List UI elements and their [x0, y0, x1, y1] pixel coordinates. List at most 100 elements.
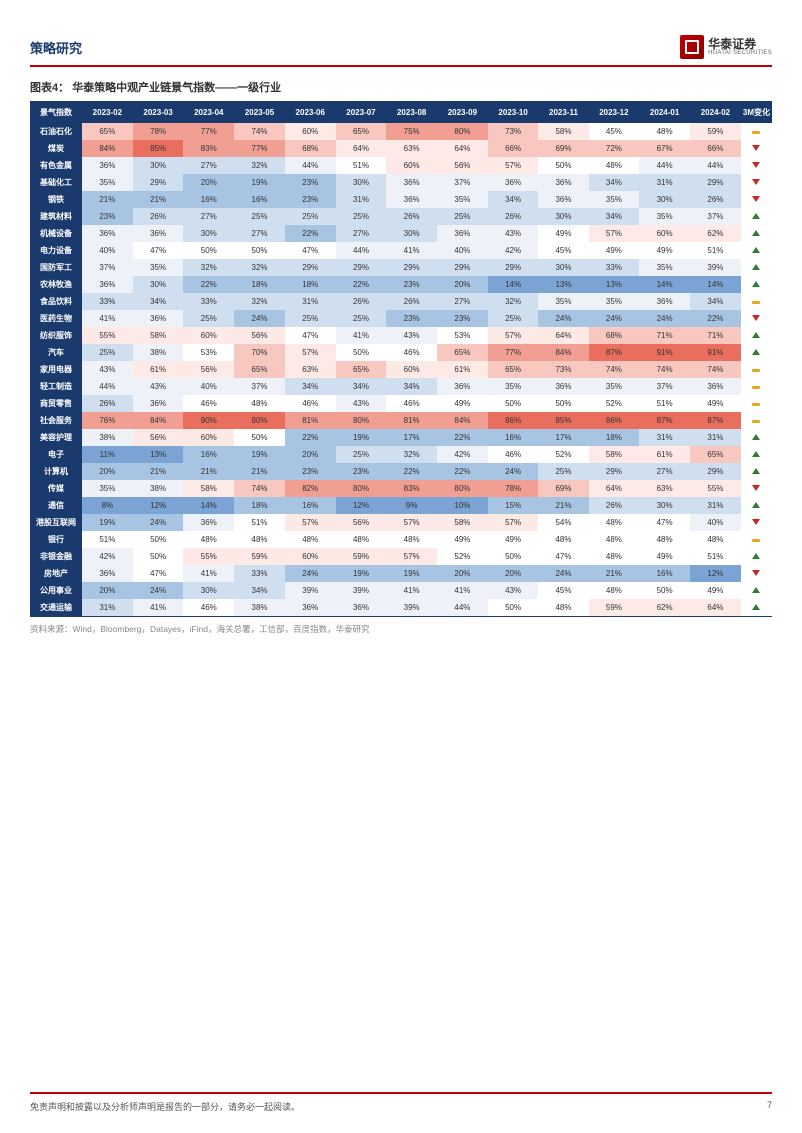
data-cell: 61%: [437, 361, 488, 378]
data-cell: 31%: [690, 497, 741, 514]
data-cell: 55%: [183, 548, 234, 565]
data-cell: 49%: [437, 531, 488, 548]
data-cell: 46%: [183, 599, 234, 616]
data-cell: 38%: [133, 344, 184, 361]
data-cell: 59%: [589, 599, 640, 616]
data-cell: 48%: [589, 548, 640, 565]
data-cell: 47%: [285, 327, 336, 344]
data-cell: 41%: [336, 327, 387, 344]
row-label: 机械设备: [30, 225, 82, 242]
data-cell: 35%: [133, 259, 184, 276]
table-row: 汽车25%38%53%70%57%50%46%65%77%84%87%91%91…: [30, 344, 772, 361]
data-cell: 29%: [690, 174, 741, 191]
data-cell: 36%: [386, 191, 437, 208]
column-header: 2023-03: [133, 102, 184, 123]
data-cell: 24%: [639, 310, 690, 327]
data-cell: 19%: [386, 565, 437, 582]
arrow-flat-icon: [752, 386, 760, 389]
data-cell: 87%: [690, 412, 741, 429]
data-cell: 48%: [589, 582, 640, 599]
data-cell: 32%: [183, 259, 234, 276]
data-cell: 19%: [82, 514, 133, 531]
table-row: 港股互联网19%24%36%51%57%56%57%58%57%54%48%47…: [30, 514, 772, 531]
data-cell: 48%: [639, 123, 690, 140]
data-cell: 33%: [82, 293, 133, 310]
data-cell: 14%: [183, 497, 234, 514]
data-cell: 48%: [589, 157, 640, 174]
data-cell: 47%: [538, 548, 588, 565]
page-number: 7: [767, 1100, 772, 1113]
table-row: 煤炭84%85%83%77%68%64%63%64%66%69%72%67%66…: [30, 140, 772, 157]
column-header: 2023-07: [336, 102, 387, 123]
data-cell: 37%: [437, 174, 488, 191]
data-cell: 34%: [589, 208, 640, 225]
data-cell: 66%: [690, 140, 741, 157]
arrow-up-icon: [752, 553, 760, 559]
table-row: 石油石化65%78%77%74%60%65%75%80%73%58%45%48%…: [30, 123, 772, 140]
arrow-down-icon: [752, 179, 760, 185]
data-cell: 43%: [386, 327, 437, 344]
data-cell: 76%: [82, 412, 133, 429]
arrow-up-icon: [752, 230, 760, 236]
data-cell: 23%: [285, 463, 336, 480]
trend-cell: [741, 259, 772, 276]
table-row: 建筑材料23%26%27%25%25%25%26%25%26%30%34%35%…: [30, 208, 772, 225]
table-row: 有色金属36%30%27%32%44%51%60%56%57%50%48%44%…: [30, 157, 772, 174]
data-cell: 26%: [133, 208, 184, 225]
data-cell: 36%: [488, 174, 539, 191]
data-cell: 36%: [133, 225, 184, 242]
arrow-up-icon: [752, 281, 760, 287]
row-label: 计算机: [30, 463, 82, 480]
data-cell: 47%: [285, 242, 336, 259]
data-cell: 30%: [639, 497, 690, 514]
data-cell: 30%: [538, 208, 588, 225]
data-cell: 44%: [285, 157, 336, 174]
data-cell: 36%: [82, 276, 133, 293]
data-cell: 50%: [639, 582, 690, 599]
data-cell: 35%: [639, 259, 690, 276]
data-cell: 49%: [538, 225, 588, 242]
data-cell: 44%: [690, 157, 741, 174]
data-cell: 86%: [488, 412, 539, 429]
data-cell: 50%: [133, 548, 184, 565]
data-cell: 34%: [234, 582, 285, 599]
row-label: 汽车: [30, 344, 82, 361]
data-cell: 81%: [285, 412, 336, 429]
logo-mark-icon: [680, 35, 704, 59]
row-label: 商贸零售: [30, 395, 82, 412]
data-cell: 26%: [589, 497, 640, 514]
data-cell: 27%: [437, 293, 488, 310]
data-cell: 49%: [437, 395, 488, 412]
data-cell: 58%: [437, 514, 488, 531]
table-row: 电力设备40%47%50%50%47%44%41%40%42%45%49%49%…: [30, 242, 772, 259]
data-cell: 85%: [538, 412, 588, 429]
data-cell: 65%: [82, 123, 133, 140]
data-cell: 34%: [386, 378, 437, 395]
table-row: 非银金融42%50%55%59%60%59%57%52%50%47%48%49%…: [30, 548, 772, 565]
data-cell: 57%: [285, 514, 336, 531]
table-row: 纺织服饰55%58%60%56%47%41%43%53%57%64%68%71%…: [30, 327, 772, 344]
column-header: 2023-12: [589, 102, 640, 123]
data-cell: 69%: [538, 480, 588, 497]
data-cell: 57%: [488, 157, 539, 174]
data-cell: 10%: [437, 497, 488, 514]
data-cell: 57%: [285, 344, 336, 361]
data-cell: 39%: [285, 582, 336, 599]
data-cell: 65%: [437, 344, 488, 361]
data-cell: 63%: [639, 480, 690, 497]
trend-cell: [741, 242, 772, 259]
header-corner: 景气指数: [30, 102, 82, 123]
data-cell: 22%: [183, 276, 234, 293]
heatmap-table: 景气指数2023-022023-032023-042023-052023-062…: [30, 102, 772, 616]
data-cell: 36%: [538, 174, 588, 191]
data-cell: 43%: [82, 361, 133, 378]
data-cell: 30%: [538, 259, 588, 276]
trend-cell: [741, 548, 772, 565]
data-cell: 74%: [234, 123, 285, 140]
data-cell: 16%: [183, 446, 234, 463]
data-cell: 25%: [285, 208, 336, 225]
data-cell: 42%: [488, 242, 539, 259]
data-cell: 68%: [589, 327, 640, 344]
data-cell: 50%: [488, 548, 539, 565]
arrow-up-icon: [752, 587, 760, 593]
